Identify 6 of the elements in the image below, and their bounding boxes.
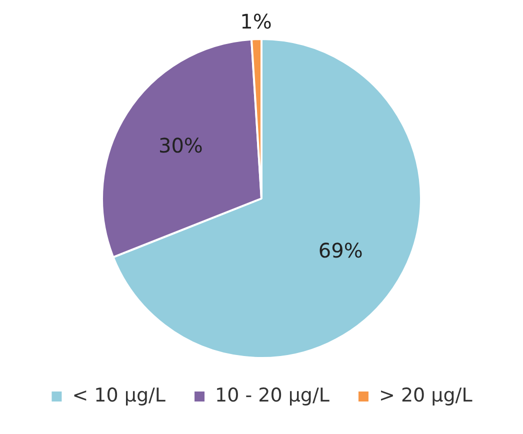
data-label: 1% — [240, 9, 272, 34]
data-label: 30% — [158, 133, 203, 158]
legend-label: > 20 µg/L — [378, 384, 473, 406]
legend-label: < 10 µg/L — [72, 384, 166, 406]
legend-label: 10 - 20 µg/L — [215, 384, 330, 406]
data-label: 69% — [318, 238, 363, 262]
